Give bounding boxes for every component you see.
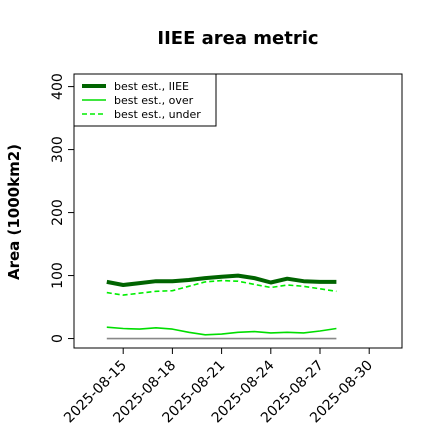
series-line-2 bbox=[106, 279, 337, 296]
series-line-1 bbox=[106, 326, 337, 336]
y-tick-label: 0 bbox=[50, 334, 66, 343]
y-tick-label: 100 bbox=[50, 262, 66, 289]
y-axis: 0 100 200 300 400 bbox=[50, 73, 74, 343]
y-tick-label: 400 bbox=[50, 73, 66, 100]
legend-label: best est., over bbox=[114, 94, 194, 107]
series-lines bbox=[106, 273, 337, 340]
x-axis: 2025-08-152025-08-182025-08-212025-08-24… bbox=[61, 348, 376, 426]
series-line-0 bbox=[106, 273, 337, 287]
plot-frame bbox=[73, 73, 403, 349]
legend-label: best est., IIEE bbox=[114, 80, 189, 93]
chart-title: IIEE area metric bbox=[157, 28, 318, 49]
y-tick-label: 300 bbox=[50, 136, 66, 163]
legend-label: best est., under bbox=[114, 108, 201, 121]
y-axis-label: Area (1000km2) bbox=[5, 144, 23, 280]
y-tick-label: 200 bbox=[50, 199, 66, 226]
